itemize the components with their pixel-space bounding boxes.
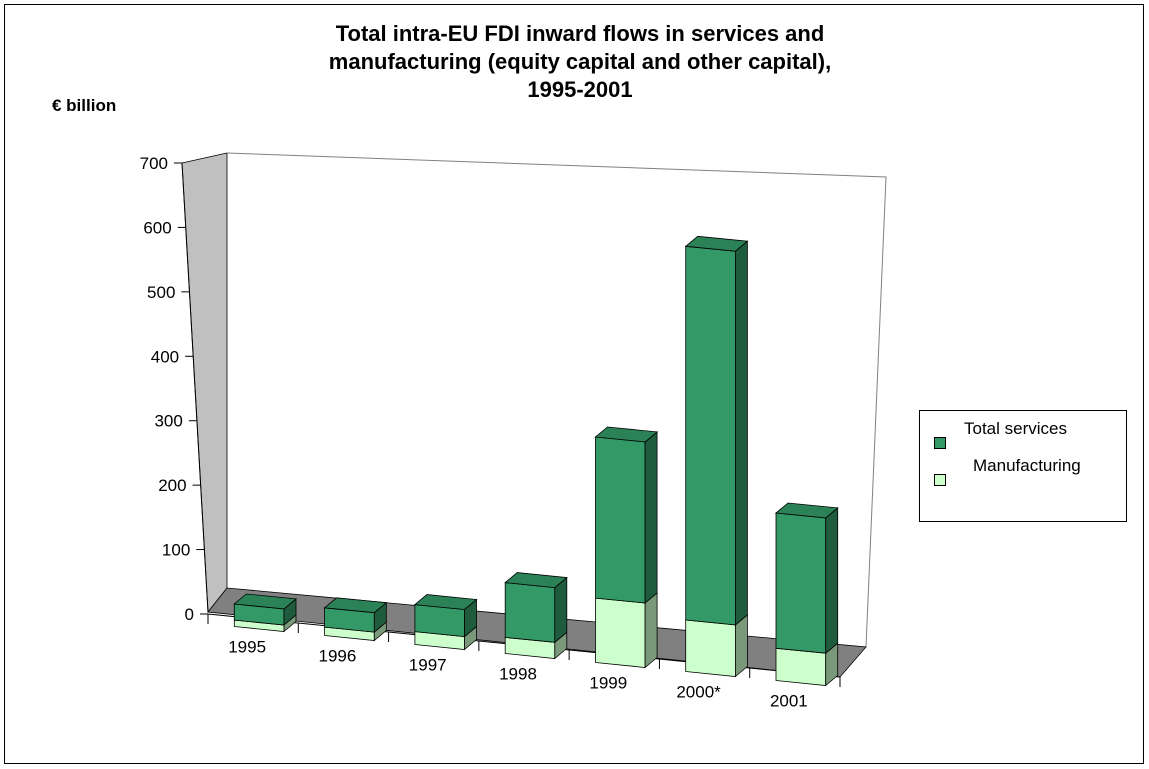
bar-total-services-2001-top — [775, 502, 839, 519]
x-tick-label-1997: 1997 — [409, 656, 447, 675]
bar-total-services-1997-front — [414, 604, 465, 638]
bar-manufacturing-2000*-side — [735, 614, 748, 678]
x-tick-label-1998: 1998 — [499, 665, 537, 684]
bar-total-services-2000*-front — [685, 245, 736, 626]
bar-manufacturing-1999-front — [595, 597, 646, 668]
x-tick-label-2001: 2001 — [770, 692, 808, 711]
chart-title-line-2: manufacturing (equity capital and other … — [328, 49, 832, 74]
legend-swatch-manufacturing — [934, 474, 946, 486]
legend-label-total-services: Total services — [964, 419, 1067, 438]
bar-total-services-2001-front — [775, 512, 827, 654]
bar-manufacturing-1999-side — [644, 592, 658, 669]
bar-total-services-1999-top — [594, 426, 659, 443]
y-tick-label-100: 100 — [162, 541, 190, 560]
bar-total-services-1999-front — [595, 436, 646, 604]
y-axis-line — [181, 162, 209, 613]
bar-total-services-1999-side — [644, 431, 658, 604]
y-tick-label-300: 300 — [154, 412, 182, 431]
chart-title-line-3: 1995-2001 — [527, 77, 633, 102]
bar-total-services-2000*-side — [735, 240, 748, 626]
bar-manufacturing-2000*-front — [685, 619, 736, 677]
y-axis-unit-label: € billion — [52, 96, 117, 115]
chart-title-line-1: Total intra-EU FDI inward flows in servi… — [335, 21, 825, 46]
legend: Total services Manufacturing — [919, 410, 1127, 522]
bar-total-services-1996-top — [323, 597, 388, 614]
y-tick-label-200: 200 — [158, 476, 186, 495]
bar-total-services-2001-side — [825, 507, 839, 655]
x-tick-label-1995: 1995 — [228, 638, 266, 657]
bar-total-services-2000*-top — [684, 235, 749, 252]
y-tick-label-600: 600 — [143, 218, 171, 237]
chart-title: Total intra-EU FDI inward flows in servi… — [230, 20, 930, 104]
legend-swatch-total-services — [934, 437, 946, 449]
bar-total-services-1998-side — [554, 576, 568, 644]
bar-manufacturing-2001-front — [775, 647, 827, 686]
x-tick-label-1996: 1996 — [319, 647, 357, 666]
y-tick-label-400: 400 — [151, 347, 179, 366]
y-tick-label-0: 0 — [185, 605, 194, 624]
bar-total-services-1998-top — [504, 572, 568, 589]
legend-label-manufacturing: Manufacturing — [973, 456, 1081, 475]
x-tick-label-2000*: 2000* — [676, 683, 721, 702]
y-tick-label-500: 500 — [147, 283, 175, 302]
x-tick-label-1999: 1999 — [589, 674, 627, 693]
bar-total-services-1997-top — [413, 594, 478, 610]
bar-total-services-1995-top — [233, 593, 297, 610]
back-wall-outline — [226, 152, 887, 648]
y-tick-label-700: 700 — [140, 154, 168, 173]
bar-total-services-1998-front — [504, 582, 556, 643]
